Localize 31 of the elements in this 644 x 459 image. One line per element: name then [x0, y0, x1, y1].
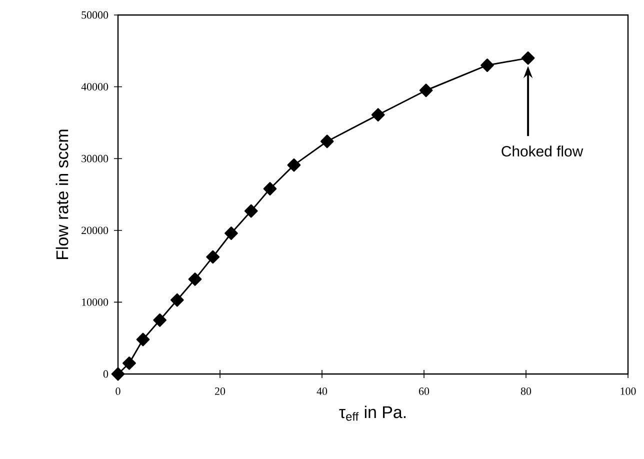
x-axis-title: τ$_{eff}$ in Pa.	[339, 406, 406, 421]
y-tick-label: 40000	[81, 83, 108, 90]
y-tick-label: 20000	[82, 226, 108, 234]
x-tick-label: 100	[620, 388, 636, 395]
point	[206, 250, 220, 264]
x-tick-label: 20	[215, 388, 226, 395]
y-tick-label: 10000	[82, 298, 108, 306]
y-tick-label: 0	[103, 370, 108, 378]
point	[188, 272, 202, 286]
point	[136, 332, 150, 346]
point	[419, 84, 433, 98]
point	[244, 204, 258, 218]
point	[320, 134, 334, 148]
annotation: Choked flow	[502, 146, 584, 157]
y-tick-label: 50000	[82, 11, 108, 19]
x-tick-label: 0	[116, 388, 120, 395]
point	[263, 182, 277, 196]
x-tick-label: 40	[316, 388, 328, 395]
point	[480, 58, 494, 72]
x-tick-label: 60	[419, 388, 430, 395]
point	[287, 158, 301, 172]
point	[153, 313, 167, 327]
x-tick-label: 80	[520, 388, 532, 395]
point	[170, 293, 184, 307]
y-axis-title: Flow rate in sccm	[56, 130, 68, 259]
point	[224, 226, 238, 240]
point	[111, 367, 125, 381]
point	[371, 108, 385, 122]
y-tick-label: 30000	[82, 154, 108, 162]
point	[521, 51, 535, 65]
point	[122, 356, 136, 370]
